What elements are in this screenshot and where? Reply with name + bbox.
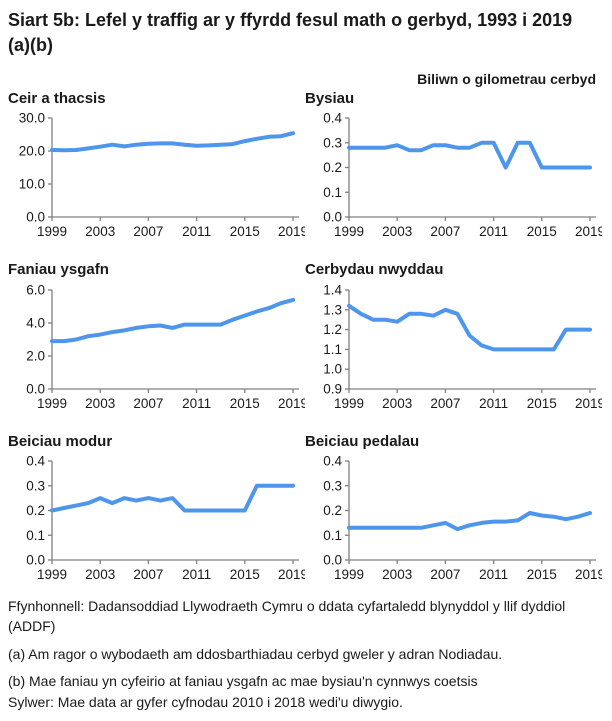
x-tick-label: 1999 (334, 567, 364, 582)
x-tick-label: 2007 (430, 224, 460, 239)
charts-grid: Ceir a thacsis 30.0 20.0 10.0 0.0 1999 2003 200… (8, 89, 602, 589)
revision-note: Sylwer: Mae data ar gyfer cyfnodau 2010 … (8, 694, 403, 711)
footnote-a: (a) Am ragor o wybodaeth am ddosbarthiad… (8, 645, 503, 662)
x-tick-label: 2015 (230, 224, 260, 239)
y-tick-label: 0.0 (26, 381, 45, 396)
y-tick-label: 10.0 (19, 177, 45, 192)
x-tick-label: 2019 (278, 396, 305, 411)
trend-line (50, 483, 295, 513)
y-tick-label: 0.0 (26, 553, 45, 568)
chart-cell-4: Beiciau modur 0.4 0.3 0.2 0.1 0.0 1999 2003 2007… (8, 432, 305, 589)
page-title: Siart 5b: Lefel y traffig ar y ffyrdd fe… (8, 10, 573, 55)
x-tick-label: 2003 (85, 224, 115, 239)
chart-cell-2: Faniau ysgafn 6.0 4.0 2.0 0.0 1999 2003 2007 201… (8, 260, 305, 417)
chart-title: Bysiau (305, 89, 355, 107)
page-footer: Ffynhonnell: Dadansoddiad Llywodraeth Cy… (8, 596, 602, 712)
x-tick-label: 1999 (37, 567, 67, 582)
x-tick-label: 2011 (182, 396, 211, 411)
chart-cell-3: Cerbydau nwyddau 1.4 1.3 1.2 1.1 1.0 0.9 1999 20… (305, 260, 602, 417)
y-tick-label: 1.1 (323, 342, 342, 357)
x-tick-label: 2003 (85, 567, 115, 582)
x-tick-label: 2011 (479, 396, 508, 411)
x-tick-label: 2007 (133, 567, 163, 582)
y-tick-label: 1.0 (323, 361, 342, 376)
y-tick-label: 0.1 (26, 528, 45, 543)
y-tick-label: 0.4 (323, 111, 342, 126)
x-tick-label: 2011 (182, 224, 211, 239)
y-tick-label: 30.0 (19, 111, 45, 126)
x-tick-label: 2003 (382, 567, 412, 582)
y-tick-label: 0.4 (323, 454, 342, 469)
chart-title: Ceir a thacsis (8, 89, 106, 107)
y-tick-label: 1.3 (323, 302, 342, 317)
chart-title: Beiciau pedalau (305, 432, 420, 450)
chart-title: Cerbydau nwyddau (305, 261, 444, 279)
footnote-b: (b) Mae faniau yn cyfeirio at faniau ysg… (8, 673, 478, 690)
x-tick-label: 1999 (334, 396, 364, 411)
chart-cell-0: Ceir a thacsis 30.0 20.0 10.0 0.0 1999 2003 200… (8, 89, 305, 246)
x-tick-label: 2019 (278, 224, 305, 239)
y-tick-label: 0.2 (323, 503, 342, 518)
y-tick-label: 1.2 (323, 322, 342, 337)
x-tick-label: 2015 (527, 567, 557, 582)
trend-line (347, 303, 592, 352)
source-note: Ffynhonnell: Dadansoddiad Llywodraeth Cy… (8, 598, 566, 635)
x-tick-label: 2019 (575, 224, 602, 239)
x-tick-label: 2011 (479, 567, 508, 582)
x-tick-label: 2007 (133, 224, 163, 239)
y-tick-label: 1.4 (323, 282, 342, 297)
x-tick-label: 1999 (334, 224, 364, 239)
y-tick-label: 0.0 (323, 210, 342, 225)
x-tick-label: 2015 (230, 396, 260, 411)
y-tick-label: 0.3 (323, 478, 342, 493)
y-tick-label: 0.2 (26, 503, 45, 518)
chart-cell-5: Beiciau pedalau 0.4 0.3 0.2 0.1 0.0 1999 2003 20… (305, 432, 602, 589)
y-tick-label: 0.1 (323, 185, 342, 200)
x-tick-label: 2011 (182, 567, 211, 582)
y-tick-label: 0.2 (323, 160, 342, 175)
x-tick-label: 2015 (527, 396, 557, 411)
trend-line (50, 131, 295, 153)
x-tick-label: 2007 (430, 567, 460, 582)
x-tick-label: 2019 (575, 567, 602, 582)
trend-line (347, 511, 592, 532)
y-tick-label: 0.3 (323, 135, 342, 150)
x-tick-label: 1999 (37, 396, 67, 411)
y-tick-label: 0.3 (26, 478, 45, 493)
x-tick-label: 2015 (527, 224, 557, 239)
x-tick-label: 2015 (230, 567, 260, 582)
x-tick-label: 1999 (37, 224, 67, 239)
x-tick-label: 2007 (133, 396, 163, 411)
x-tick-label: 2003 (85, 396, 115, 411)
x-tick-label: 2011 (479, 224, 508, 239)
x-tick-label: 2003 (382, 396, 412, 411)
y-tick-label: 0.4 (26, 454, 45, 469)
x-tick-label: 2003 (382, 224, 412, 239)
trend-line (50, 297, 295, 343)
y-tick-label: 0.1 (323, 528, 342, 543)
x-tick-label: 2019 (278, 567, 305, 582)
x-tick-label: 2019 (575, 396, 602, 411)
trend-line (347, 140, 592, 170)
chart-title: Faniau ysgafn (8, 261, 109, 279)
y-tick-label: 6.0 (26, 282, 45, 297)
x-tick-label: 2007 (430, 396, 460, 411)
y-tick-label: 0.0 (323, 553, 342, 568)
y-tick-label: 0.0 (26, 210, 45, 225)
y-tick-label: 2.0 (26, 348, 45, 363)
chart-cell-1: Bysiau 0.4 0.3 0.2 0.1 0.0 1999 2003 2007 2011 201… (305, 89, 602, 246)
y-tick-label: 4.0 (26, 315, 45, 330)
y-tick-label: 0.9 (323, 381, 342, 396)
y-tick-label: 20.0 (19, 144, 45, 159)
chart-title: Beiciau modur (8, 432, 113, 450)
unit-label: Biliwn o gilometrau cerbyd (417, 70, 596, 87)
